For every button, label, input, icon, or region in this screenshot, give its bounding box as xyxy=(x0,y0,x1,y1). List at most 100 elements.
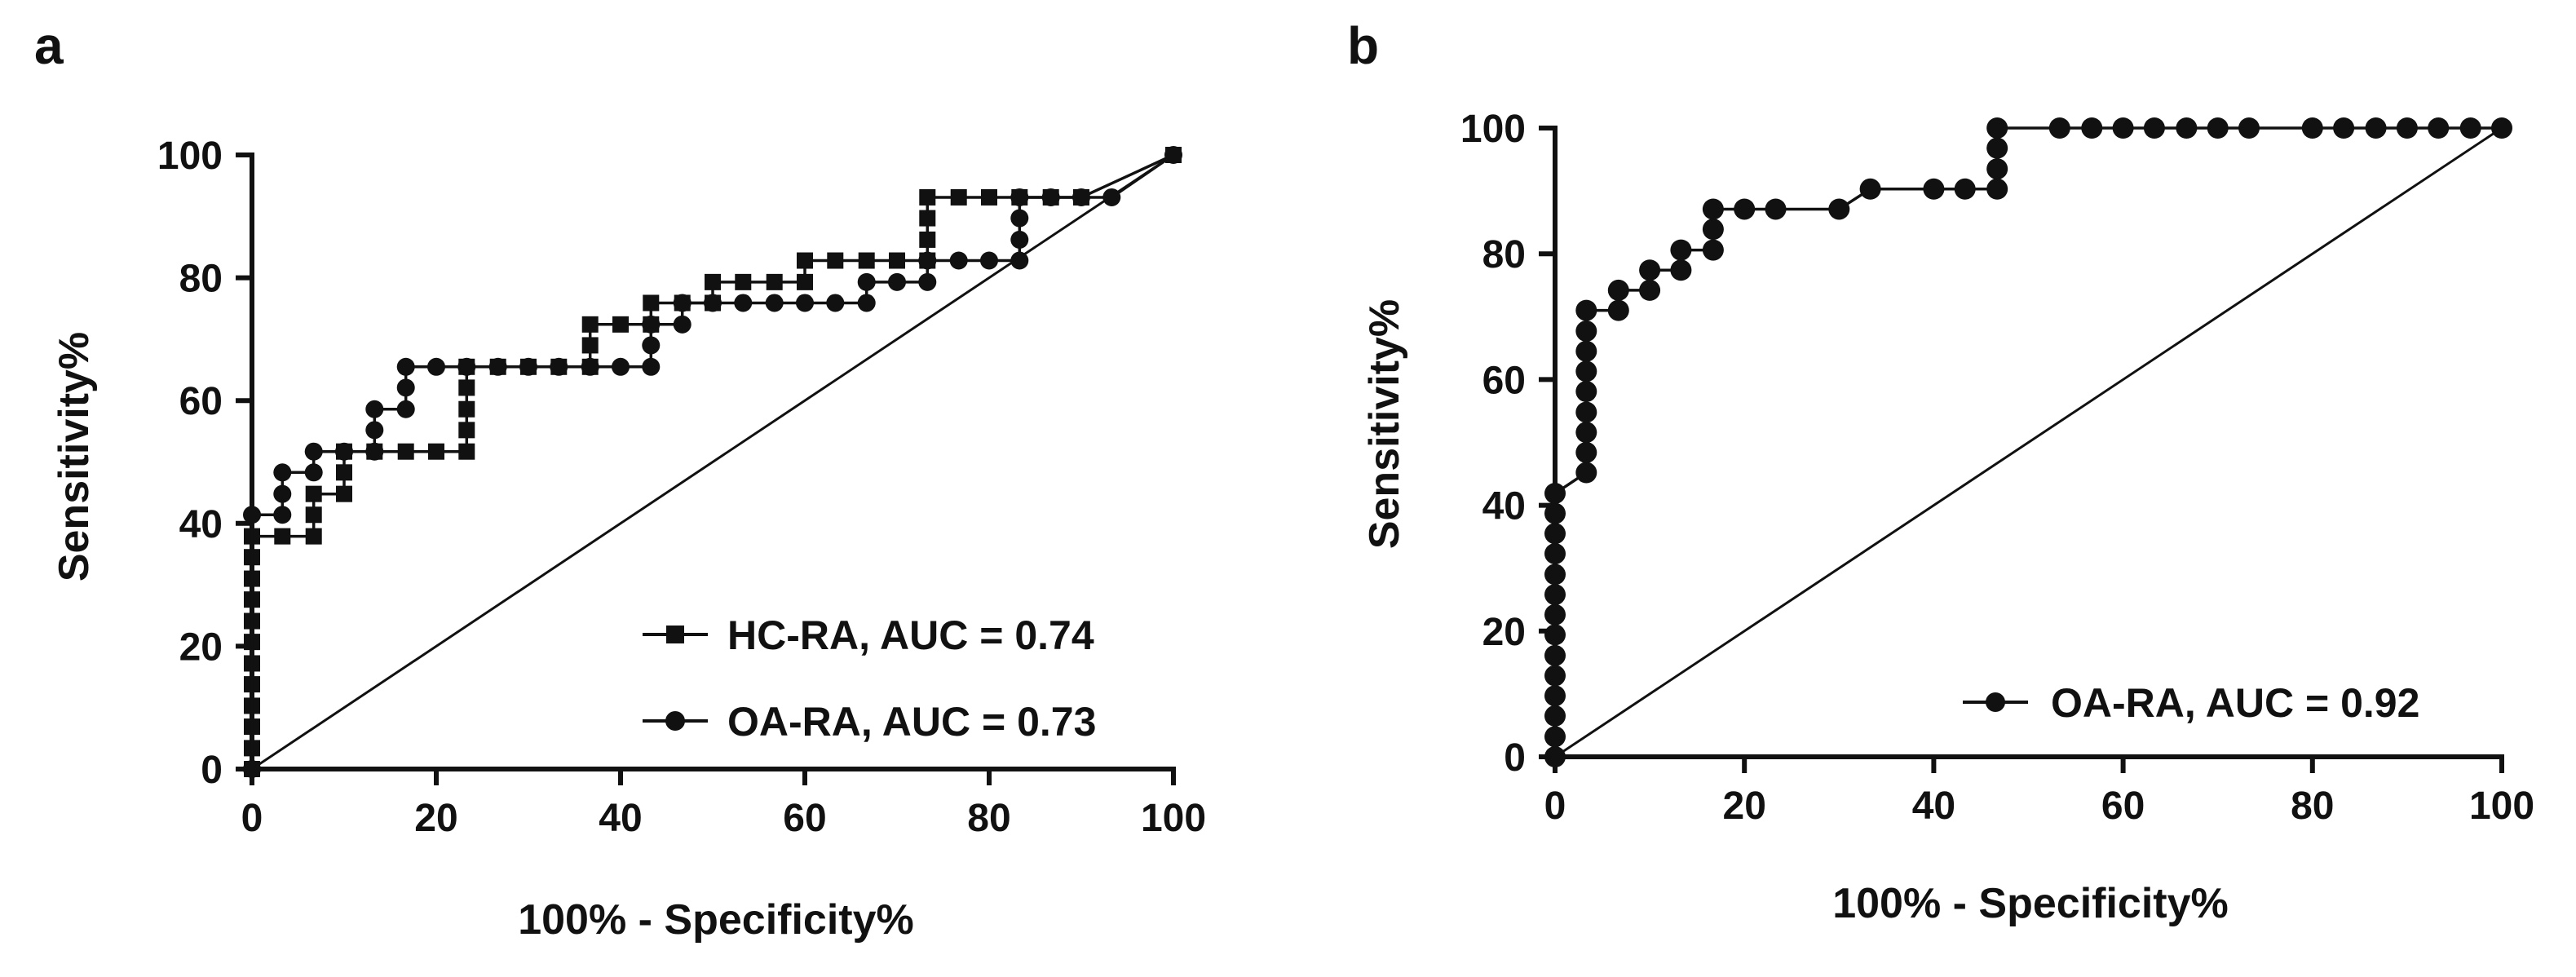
data-point-circle xyxy=(304,442,323,461)
data-point-circle xyxy=(1544,746,1566,767)
data-point-square xyxy=(797,273,813,290)
data-point-circle xyxy=(704,294,722,312)
data-point-circle xyxy=(857,294,876,312)
y-tick-label: 20 xyxy=(1482,611,1526,654)
x-tick-label: 40 xyxy=(599,797,642,840)
x-tick-label: 100 xyxy=(1141,797,1206,840)
data-point-circle xyxy=(642,336,661,355)
legend-swatch-hc-ra xyxy=(643,626,708,643)
data-point-circle xyxy=(273,463,292,482)
y-tick-label: 100 xyxy=(157,135,223,178)
data-point-circle xyxy=(673,294,691,312)
panel-b-y-axis-title: Sensitivity% xyxy=(1361,299,1408,549)
data-point-circle xyxy=(1544,685,1566,707)
data-point-circle xyxy=(1575,360,1597,382)
data-point-circle xyxy=(273,484,292,503)
data-point-circle xyxy=(396,400,415,418)
data-point-square xyxy=(581,337,599,354)
data-point-square xyxy=(919,210,936,227)
data-point-circle xyxy=(1010,209,1029,228)
data-point-circle xyxy=(1544,665,1566,687)
data-point-square xyxy=(919,231,936,248)
data-point-circle xyxy=(734,294,753,312)
data-point-circle xyxy=(1986,117,2008,139)
data-point-circle xyxy=(396,378,415,397)
y-tick-label: 100 xyxy=(1460,108,1526,151)
data-point-circle xyxy=(1010,251,1029,270)
data-point-circle xyxy=(888,272,906,291)
data-point-square xyxy=(950,188,967,206)
panel-a-roc-chart: a 0 20 40 60 80 100 0 20 40 60 80 100 100% - Speci… xyxy=(34,16,1206,944)
data-point-circle xyxy=(673,315,691,334)
data-point-circle xyxy=(488,357,507,376)
data-point-circle xyxy=(612,357,630,376)
data-point-circle xyxy=(2301,117,2323,139)
data-point-circle xyxy=(550,357,568,376)
data-point-circle xyxy=(1575,321,1597,343)
data-point-circle xyxy=(1639,279,1661,301)
data-point-circle xyxy=(1702,239,1724,261)
data-point-circle xyxy=(2048,117,2070,139)
data-point-circle xyxy=(642,315,661,334)
data-point-circle xyxy=(519,357,537,376)
data-point-circle xyxy=(642,357,661,376)
data-point-circle xyxy=(1164,146,1182,164)
data-point-circle xyxy=(1575,401,1597,423)
data-point-circle xyxy=(1575,462,1597,484)
data-point-circle xyxy=(2365,117,2387,139)
data-point-circle xyxy=(765,294,784,312)
data-point-circle xyxy=(1702,198,1724,220)
x-tick-label: 80 xyxy=(967,797,1010,840)
data-point-square xyxy=(458,400,475,418)
data-point-square xyxy=(797,252,813,269)
data-point-circle xyxy=(1544,644,1566,666)
data-point-circle xyxy=(457,357,476,376)
data-point-circle xyxy=(1102,188,1121,206)
legend-marker-circle xyxy=(665,711,685,731)
series-line xyxy=(250,153,1174,769)
data-point-circle xyxy=(1544,542,1566,564)
data-point-circle xyxy=(2428,117,2450,139)
data-point-circle xyxy=(335,442,353,461)
data-point-circle xyxy=(1923,178,1945,200)
x-tick-label: 60 xyxy=(783,797,826,840)
panel-a-legend: HC-RA, AUC = 0.74 OA-RA, AUC = 0.73 xyxy=(643,612,1096,745)
data-point-circle xyxy=(949,251,968,270)
data-point-square xyxy=(428,443,444,460)
data-point-square xyxy=(305,485,322,502)
x-tick-label: 40 xyxy=(1912,785,1955,828)
data-point-circle xyxy=(980,251,998,270)
data-point-circle xyxy=(1575,299,1597,321)
data-point-circle xyxy=(1670,259,1692,281)
data-point-circle xyxy=(2081,117,2103,139)
data-point-circle xyxy=(1544,564,1566,586)
data-point-circle xyxy=(2207,117,2229,139)
data-point-circle xyxy=(1986,137,2008,159)
panel-b-roc-chart: b 0 20 40 60 80 100 0 20 40 60 80 100 100% - Speci… xyxy=(1347,16,2534,927)
data-point-circle xyxy=(1639,259,1661,281)
data-point-circle xyxy=(243,760,261,778)
panel-b-x-axis-title: 100% - Specificity% xyxy=(1832,880,2229,927)
data-point-square xyxy=(336,464,352,481)
legend-label-hc-ra: HC-RA, AUC = 0.74 xyxy=(727,612,1094,658)
data-point-circle xyxy=(1828,198,1850,220)
panel-b-legend: OA-RA, AUC = 0.92 xyxy=(1963,680,2419,726)
y-tick-label: 0 xyxy=(1504,736,1526,780)
data-point-circle xyxy=(1575,381,1597,403)
x-tick-label: 20 xyxy=(414,797,457,840)
legend-label-oa-ra-a: OA-RA, AUC = 0.73 xyxy=(727,699,1096,745)
data-point-square xyxy=(336,485,352,502)
data-point-circle xyxy=(2333,117,2355,139)
data-point-circle xyxy=(1986,178,2008,200)
panel-a-x-ticks: 0 20 40 60 80 100 xyxy=(241,769,1206,840)
data-point-circle xyxy=(1607,279,1629,301)
data-point-circle xyxy=(1544,726,1566,748)
data-point-circle xyxy=(2396,117,2418,139)
legend-marker-circle-b xyxy=(1986,692,2005,712)
data-point-square xyxy=(735,273,752,290)
y-tick-label: 60 xyxy=(179,380,223,423)
data-point-circle xyxy=(2112,117,2134,139)
x-tick-label: 20 xyxy=(1723,785,1766,828)
data-point-circle xyxy=(1544,523,1566,545)
panel-a-reference-diagonal xyxy=(251,153,1174,771)
